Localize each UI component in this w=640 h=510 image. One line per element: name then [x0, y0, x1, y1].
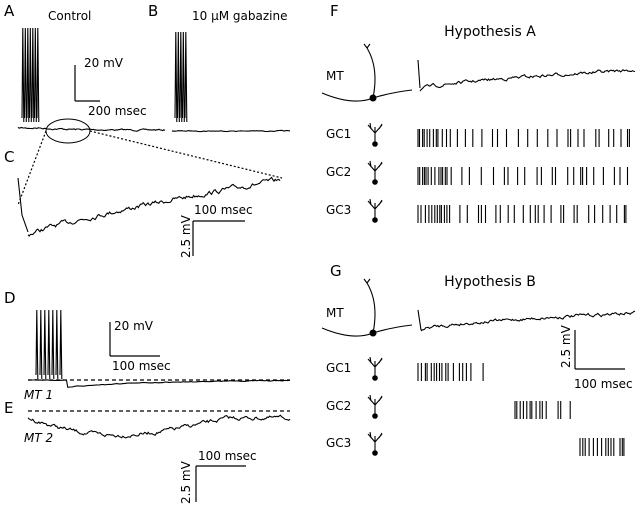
spike-raster — [514, 401, 571, 419]
panel-label: G — [330, 262, 342, 280]
trace — [417, 59, 421, 89]
cell-label: GC2 — [326, 399, 351, 413]
trace — [27, 379, 291, 388]
trace — [27, 414, 291, 439]
cell-label: GC3 — [326, 203, 351, 217]
panel-label: E — [4, 399, 13, 417]
panel-label: F — [330, 2, 339, 20]
soma — [372, 217, 378, 223]
cell-label: MT — [326, 69, 344, 83]
panel-label: B — [148, 2, 158, 20]
trace — [17, 126, 166, 132]
cell-label: MT — [326, 306, 344, 320]
scale-label: 20 mV — [114, 319, 154, 333]
soma — [372, 375, 378, 381]
spike-train — [35, 309, 63, 380]
scale-label: 100 msec — [198, 449, 257, 463]
scale-label: 2.5 mV — [559, 324, 573, 368]
trace — [417, 309, 422, 331]
panel-label: A — [4, 2, 15, 20]
spike-raster — [579, 438, 625, 456]
trace-label: MT 2 — [24, 431, 53, 445]
spike-raster — [417, 363, 484, 381]
trace — [420, 310, 636, 332]
mt-tuft — [363, 278, 371, 284]
trace — [419, 68, 636, 92]
panel-title: Hypothesis B — [444, 274, 536, 290]
soma — [372, 141, 378, 147]
spike-raster — [417, 205, 627, 223]
cell-label: GC2 — [326, 165, 351, 179]
scale-label: 2.5 mV — [179, 460, 193, 504]
scale-label: 100 msec — [194, 203, 253, 217]
gc-cell — [367, 394, 383, 415]
panel-label: D — [4, 289, 16, 307]
soma — [372, 179, 378, 185]
cell-label: GC1 — [326, 127, 351, 141]
scale-bar — [89, 130, 283, 179]
spike-raster — [417, 167, 629, 185]
panel-title: 10 μM gabazine — [192, 9, 287, 23]
scale-bar — [17, 130, 47, 206]
scale-label: 100 msec — [574, 377, 633, 391]
cell-label: GC3 — [326, 436, 351, 450]
trace — [171, 129, 291, 133]
soma — [369, 94, 377, 102]
trace — [27, 176, 281, 237]
gc-cell — [367, 356, 383, 377]
gc-cell — [367, 122, 383, 143]
cell-label: GC1 — [326, 361, 351, 375]
scale-label: 20 mV — [84, 56, 124, 70]
zoom-ellipse — [45, 118, 91, 144]
mt-tuft — [363, 43, 371, 49]
scale-label: 200 msec — [88, 104, 147, 118]
scale-label: 100 msec — [112, 359, 171, 373]
spike-train — [174, 31, 188, 123]
spike-raster — [417, 129, 630, 147]
scale-label: 2.5 mV — [179, 214, 193, 258]
gc-cell — [367, 198, 383, 219]
soma — [369, 329, 377, 337]
panel-title: Control — [48, 9, 91, 23]
soma — [372, 413, 378, 419]
spike-train — [21, 27, 40, 123]
gc-cell — [367, 160, 383, 181]
gc-cell — [367, 431, 383, 452]
panel-label: C — [4, 148, 14, 166]
soma — [372, 450, 378, 456]
trace — [17, 177, 29, 233]
panel-title: Hypothesis A — [444, 24, 536, 40]
trace-label: MT 1 — [24, 388, 53, 402]
